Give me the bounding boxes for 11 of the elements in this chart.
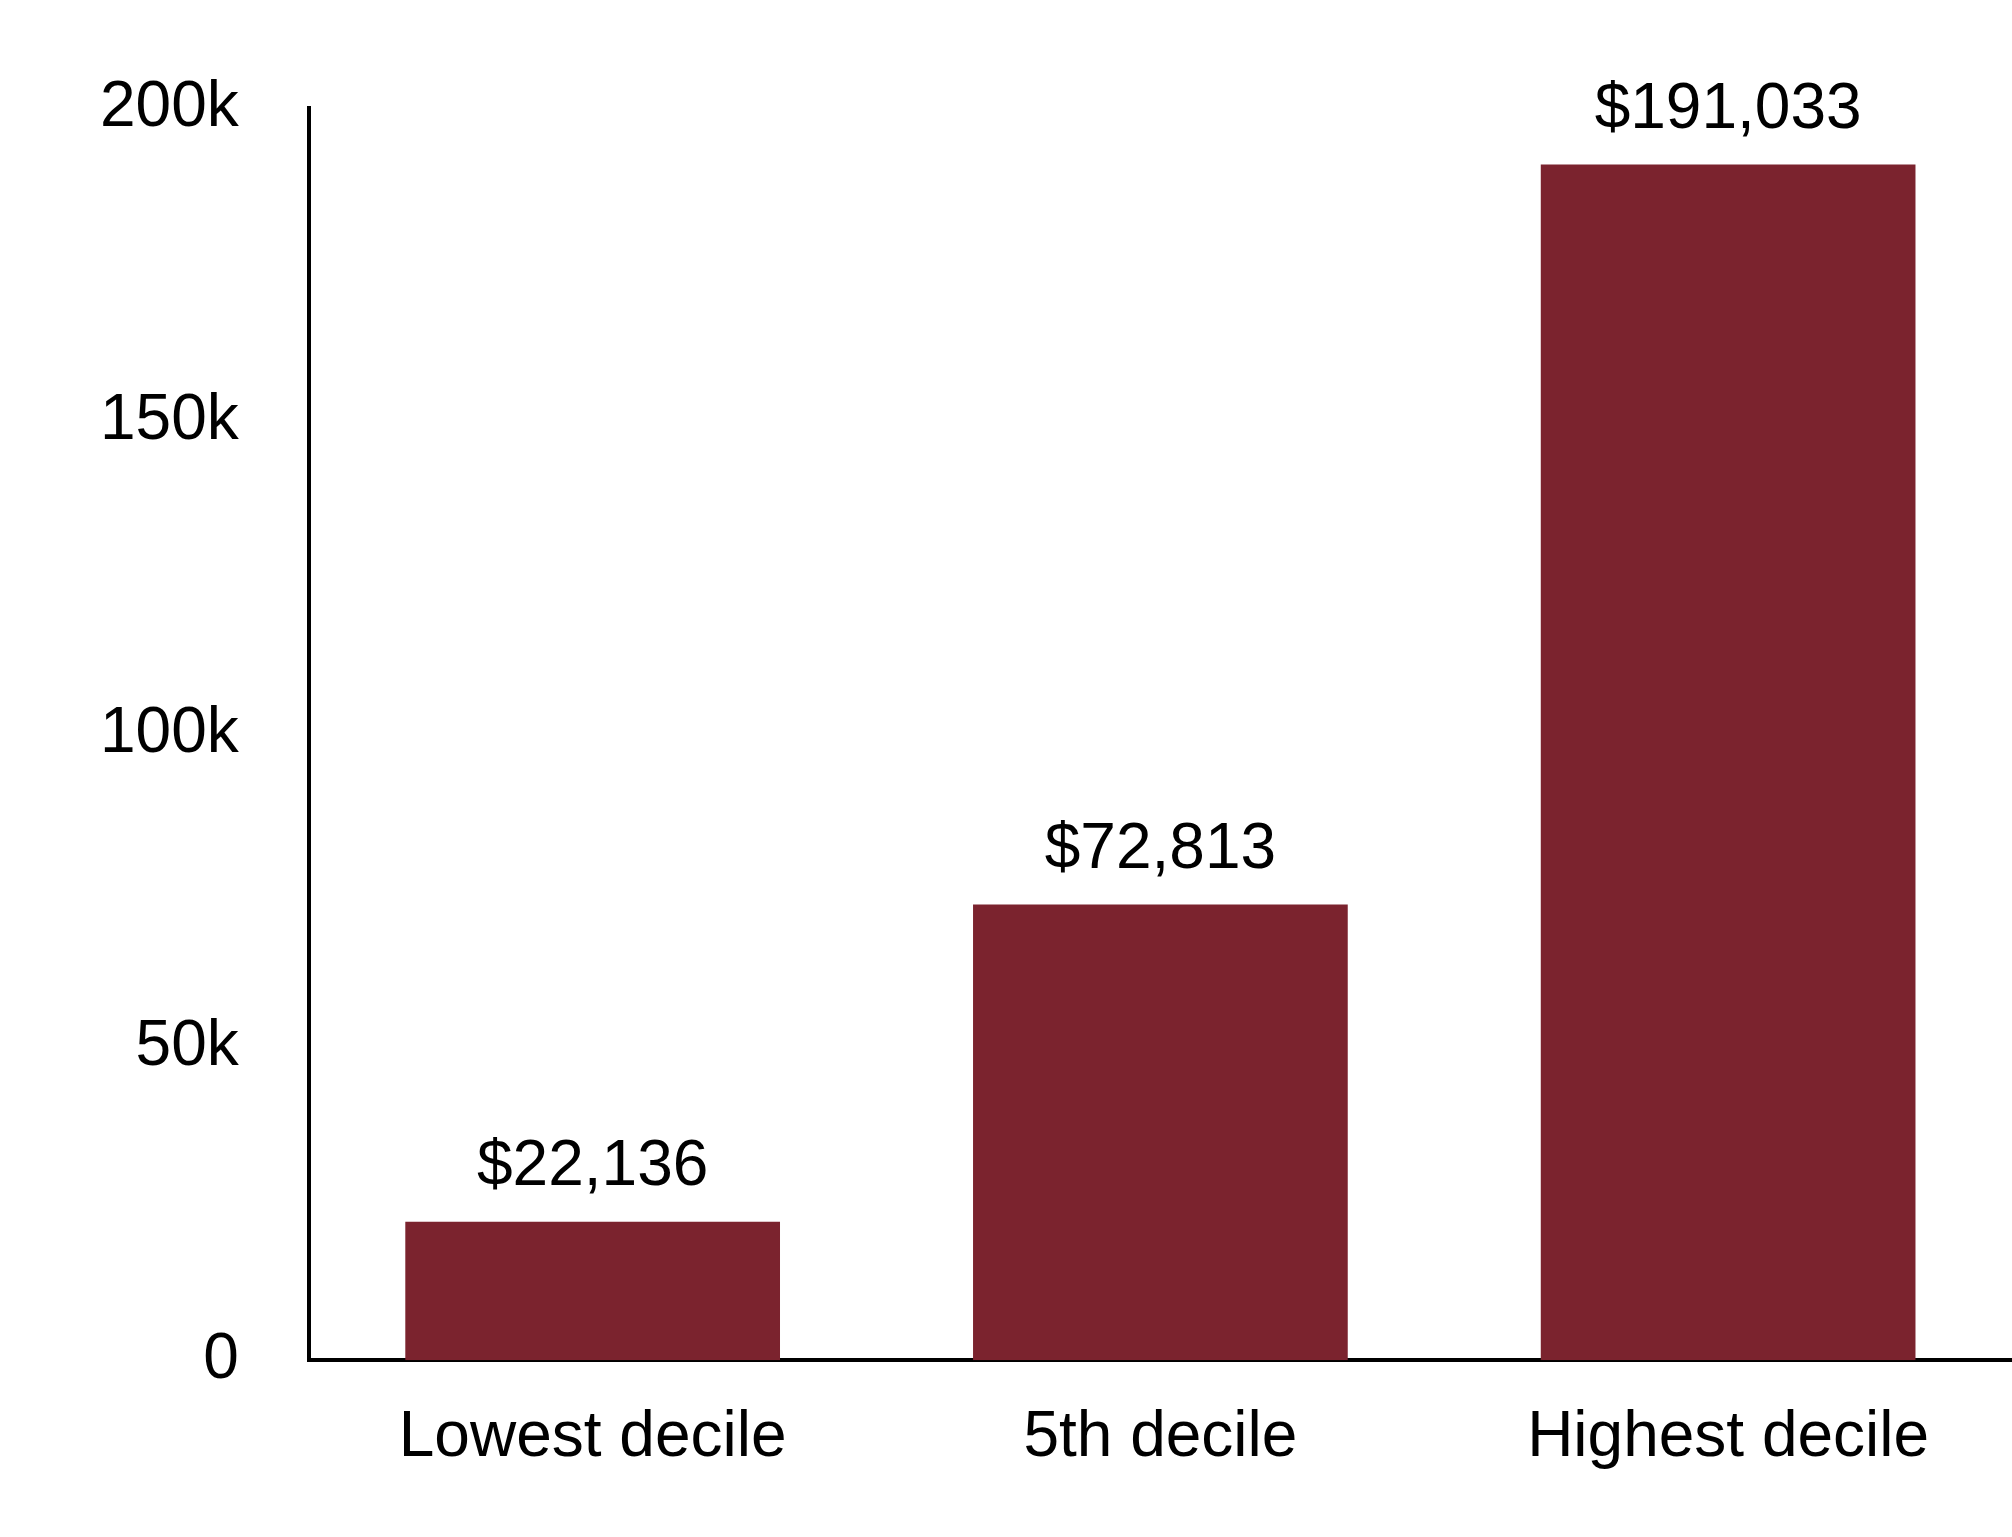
data-label: $191,033 (1594, 70, 1862, 143)
x-tick-label: Highest decile (1527, 1398, 1930, 1471)
y-tick-label: 50k (135, 1006, 240, 1079)
y-tick-label: 100k (100, 693, 240, 766)
y-tick-label: 150k (100, 380, 240, 453)
data-label: $22,136 (476, 1127, 709, 1200)
data-label: $72,813 (1044, 810, 1277, 883)
x-tick-label: Lowest decile (398, 1398, 787, 1471)
x-tick-label: 5th decile (1023, 1398, 1298, 1471)
y-tick-label: 200k (100, 68, 240, 141)
y-tick-label: 0 (203, 1319, 239, 1392)
